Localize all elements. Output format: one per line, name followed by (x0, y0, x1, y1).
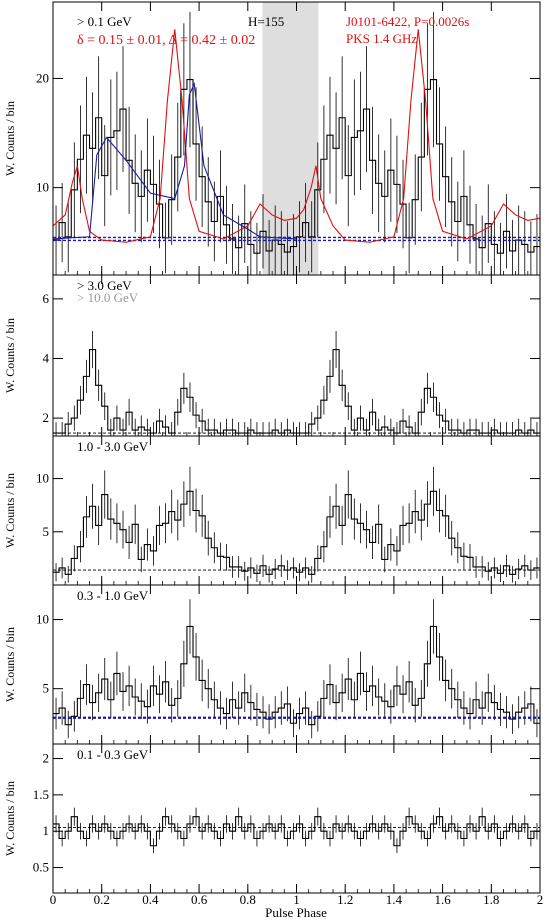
off-pulse-region (262, 2, 319, 275)
y-axis-label: W. Counts / bin (3, 473, 17, 548)
x-tick-label: 0.4 (142, 892, 159, 907)
energy-band-label: > 3.0 GeV (77, 278, 132, 293)
y-tick-label: 5 (43, 524, 50, 539)
histogram-p4 (53, 625, 540, 726)
x-tick-label: 1.2 (337, 892, 353, 907)
y-tick-label: 2 (43, 410, 50, 425)
energy-band-label: 0.1 - 0.3 GeV (77, 747, 149, 762)
x-tick-label: 0 (50, 892, 57, 907)
energy-band-label: > 0.1 GeV (77, 14, 132, 29)
y-tick-label: 20 (36, 70, 49, 85)
x-tick-label: 1.6 (434, 892, 451, 907)
radio-profile-curve (52, 29, 541, 243)
x-tick-label: 2 (537, 892, 544, 907)
y-tick-label: 6 (43, 291, 50, 306)
y-tick-label: 1.5 (33, 787, 49, 802)
histogram-p2 (53, 348, 540, 434)
y-axis-label: W. Counts / bin (3, 781, 17, 856)
panel-p4: 5 10 W. Counts / bin 0.3 - 1.0 GeV (3, 584, 541, 745)
y-tick-label: 2 (43, 751, 50, 766)
x-tick-label: 0.6 (191, 892, 208, 907)
energy-band-label-secondary: > 10.0 GeV (77, 290, 139, 305)
x-axis-label: Pulse Phase (265, 905, 327, 920)
radio-telescope-label: PKS 1.4 GHz (346, 31, 417, 46)
x-tick-label: 1 (293, 892, 300, 907)
y-tick-label: 10 (36, 471, 49, 486)
y-tick-label: 10 (36, 612, 49, 627)
panel-p1: 10 20 W. Counts / bin > 0.1 GeV δ = 0.15 ± 0… (3, 1, 541, 276)
energy-band-label: 1.0 - 3.0 GeV (77, 439, 149, 454)
y-tick-label: 10 (36, 180, 49, 195)
y-axis-label: W. Counts / bin (3, 627, 17, 702)
pulsar-name-label: J0101-6422, P=0.0026s (346, 14, 469, 29)
panel-p3: 5 10 W. Counts / bin 1.0 - 3.0 GeV (3, 435, 541, 586)
x-tick-label: 0.2 (94, 892, 110, 907)
x-tick-label: 1.4 (386, 892, 403, 907)
panel-p2: 2 4 6 W. Counts / bin > 3.0 GeV> 10.0 GeV (3, 274, 541, 437)
panel-frame (52, 435, 541, 586)
fit-parameters-label: δ = 0.15 ± 0.01, Δ = 0.42 ± 0.02 (77, 33, 255, 48)
y-tick-label: 4 (43, 350, 50, 365)
y-axis-label: W. Counts / bin (3, 101, 17, 176)
y-tick-label: 1 (43, 823, 50, 838)
x-tick-label: 0.8 (240, 892, 256, 907)
energy-band-label: 0.3 - 1.0 GeV (77, 588, 149, 603)
x-tick-label: 1.8 (483, 892, 499, 907)
y-tick-label: 5 (43, 681, 50, 696)
y-axis-label: W. Counts / bin (3, 318, 17, 393)
h-test-label: H=155 (248, 14, 284, 29)
histogram-p3 (53, 490, 540, 575)
histogram-p5 (53, 816, 540, 847)
y-tick-label: 0.5 (33, 860, 49, 875)
panel-p5: 0.5 1 1.5 2 W. Counts / bin 0.1 - 0.3 GeV (3, 743, 541, 894)
panel-frame (52, 743, 541, 894)
fit-profile-curve (52, 81, 297, 240)
